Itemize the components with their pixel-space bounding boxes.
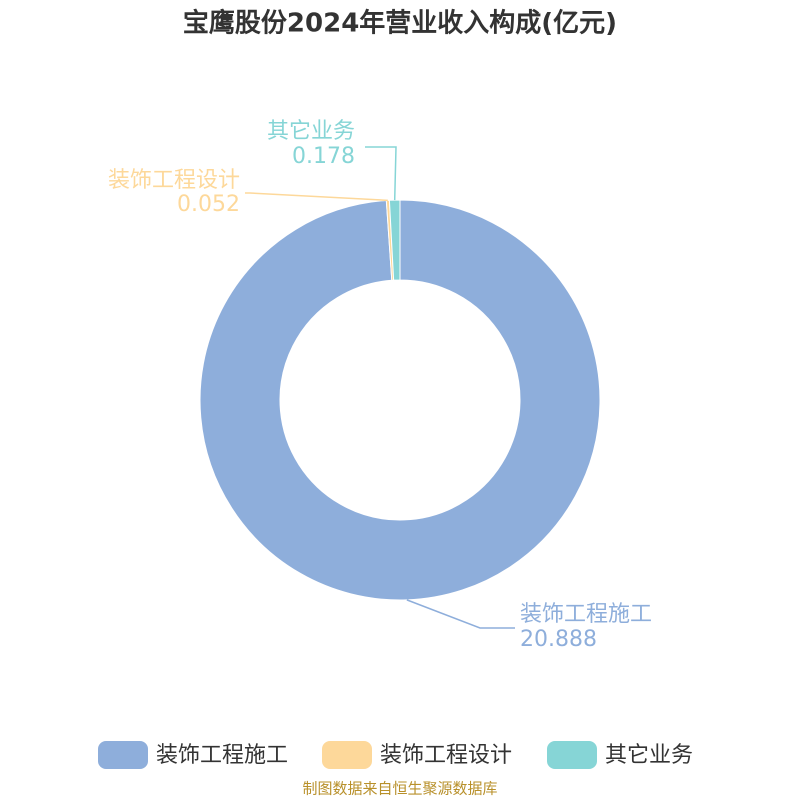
data-label-value: 0.178	[292, 144, 355, 169]
chart-title: 宝鹰股份2024年营业收入构成(亿元)	[183, 8, 617, 39]
leader-line	[245, 192, 388, 202]
donut-slice	[388, 199, 401, 281]
data-label-value: 0.052	[177, 192, 240, 217]
legend-label: 装饰工程设计	[380, 743, 512, 768]
leader-line	[406, 599, 515, 629]
legend-swatch	[322, 741, 372, 769]
donut-slice	[199, 199, 601, 601]
data-label-name: 装饰工程设计	[108, 168, 240, 193]
legend-swatch	[98, 741, 148, 769]
leader-line	[365, 146, 397, 201]
data-label-name: 其它业务	[267, 119, 355, 144]
data-label-value: 20.888	[520, 627, 597, 652]
legend-label: 装饰工程施工	[156, 743, 288, 768]
legend-label: 其它业务	[605, 743, 693, 768]
source-note: 制图数据来自恒生聚源数据库	[302, 780, 497, 798]
legend-swatch	[547, 741, 597, 769]
data-label-name: 装饰工程施工	[520, 602, 652, 627]
